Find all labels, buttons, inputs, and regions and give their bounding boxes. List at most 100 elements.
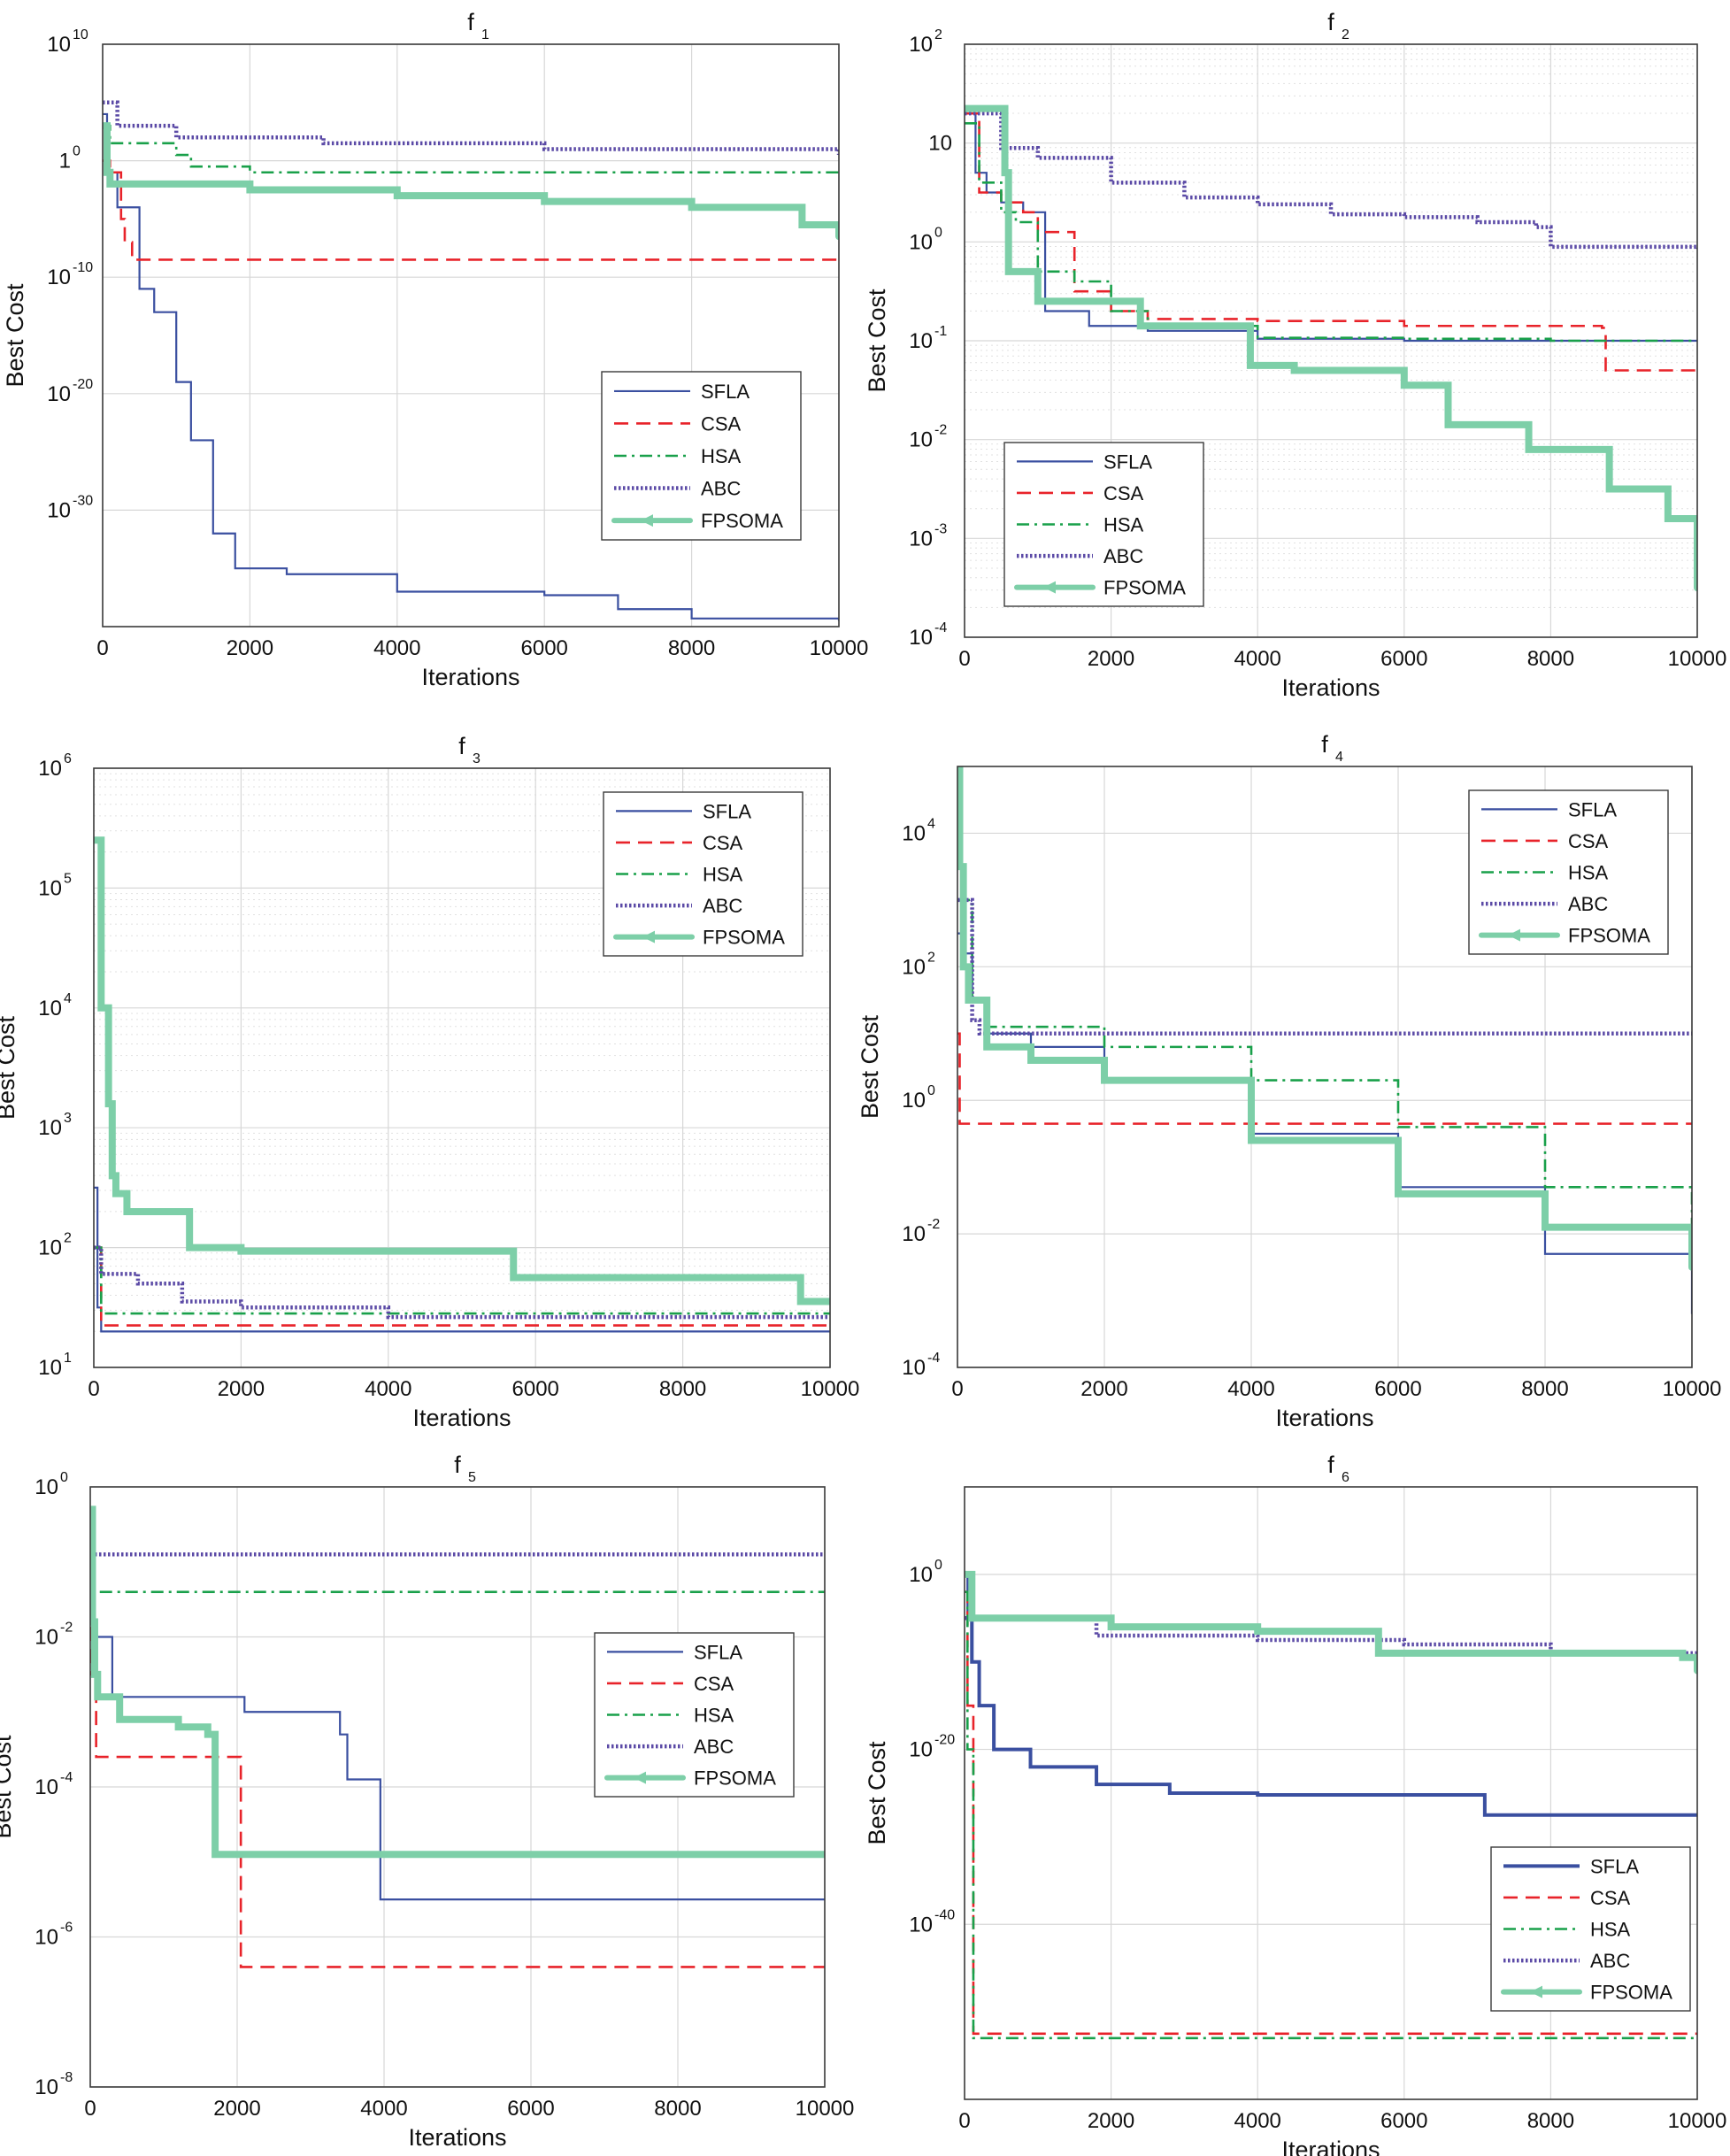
- x-tick-label: 0: [84, 2097, 96, 2121]
- x-tick-label: 0: [96, 636, 108, 660]
- series-fpsoma: [965, 1570, 1697, 1675]
- y-axis-label: Best Cost: [0, 1015, 19, 1120]
- x-tick-label: 6000: [507, 2097, 554, 2121]
- y-tick-label: 10: [909, 33, 933, 57]
- legend-label-sfla: SFLA: [1568, 798, 1617, 820]
- y-tick-exponent: 5: [64, 871, 72, 886]
- legend: SFLA CSA HSA ABC FPSOMA: [1468, 789, 1669, 955]
- y-tick-exponent: -1: [934, 324, 947, 339]
- y-tick-label: 10: [928, 132, 952, 156]
- legend-box: [1003, 442, 1204, 607]
- series-hsa: [94, 1246, 830, 1315]
- x-tick-label: 10000: [1668, 2109, 1727, 2133]
- y-tick-exponent: -30: [73, 493, 93, 508]
- y-tick-label: 10: [47, 33, 71, 57]
- x-axis-label: Iterations: [1281, 674, 1380, 701]
- series-group: [957, 766, 1692, 1314]
- legend-label-hsa: HSA: [694, 1705, 734, 1727]
- x-tick-label: 4000: [373, 636, 420, 660]
- x-tick-label: 4000: [1234, 647, 1281, 671]
- y-tick-exponent: 10: [73, 27, 88, 42]
- plot-frame: [957, 766, 1693, 1368]
- y-tick-label: 10: [38, 876, 62, 900]
- legend-label-sfla: SFLA: [1103, 450, 1152, 473]
- x-axis-label: Iterations: [1275, 1405, 1373, 1431]
- y-tick-exponent: -2: [927, 1217, 940, 1232]
- series-sfla: [103, 112, 839, 621]
- x-axis-label: Iterations: [421, 664, 519, 690]
- y-axis-label: Best Cost: [864, 1741, 890, 1845]
- plot-frame: [89, 1486, 826, 2088]
- x-tick-label: 8000: [1527, 2109, 1574, 2133]
- y-tick-exponent: 0: [73, 144, 81, 159]
- legend-label-fpsoma: FPSOMA: [694, 1767, 776, 1790]
- y-tick-label: 10: [909, 1913, 933, 1937]
- legend-label-abc: ABC: [1568, 893, 1608, 915]
- series-sfla: [90, 1621, 825, 1901]
- legend-label-hsa: HSA: [703, 864, 743, 886]
- x-tick-label: 10000: [796, 2097, 855, 2121]
- legend-label-abc: ABC: [701, 478, 741, 500]
- legend-label-hsa: HSA: [701, 445, 742, 467]
- y-tick-label: 10: [35, 1775, 58, 1799]
- legend-label-sfla: SFLA: [703, 800, 751, 822]
- y-tick-label: 10: [38, 757, 62, 781]
- legend-label-hsa: HSA: [1590, 1919, 1631, 1941]
- series-fpsoma: [103, 122, 839, 241]
- legend-marker-icon: [641, 514, 653, 527]
- series-abc: [965, 111, 1697, 250]
- y-tick-exponent: 2: [934, 27, 942, 42]
- series-group: [94, 836, 830, 1333]
- x-axis-label: Iterations: [408, 2124, 506, 2151]
- y-tick-exponent: -4: [927, 1351, 940, 1366]
- x-tick-label: 6000: [1380, 2109, 1427, 2133]
- x-tick-label: 10000: [1668, 647, 1727, 671]
- y-tick-exponent: 4: [927, 816, 935, 831]
- legend-box: [1490, 1846, 1691, 2012]
- plot-frame: [964, 43, 1698, 638]
- series-sfla: [965, 1572, 1697, 1817]
- y-tick-exponent: -4: [60, 1770, 73, 1785]
- x-axis-label: Iterations: [1281, 2137, 1380, 2156]
- series-group: [90, 1505, 825, 1968]
- legend-marker-icon: [1530, 1985, 1542, 1998]
- x-tick-label: 0: [958, 2109, 970, 2133]
- series-fpsoma: [94, 836, 830, 1305]
- chart-title: f: [458, 733, 465, 759]
- y-tick-label: 10: [902, 821, 926, 845]
- series-hsa: [957, 898, 1692, 1235]
- y-tick-label: 10: [909, 329, 933, 353]
- y-tick-label: 1: [59, 150, 71, 173]
- x-tick-label: 6000: [512, 1377, 559, 1401]
- legend-marker-icon: [1043, 581, 1056, 594]
- y-tick-exponent: 2: [64, 1231, 72, 1246]
- y-tick-exponent: 3: [64, 1111, 72, 1126]
- series-sfla: [965, 112, 1697, 343]
- legend-marker-icon: [634, 1771, 646, 1784]
- y-tick-exponent: 1: [64, 1351, 72, 1366]
- series-hsa: [90, 1523, 825, 1593]
- y-tick-exponent: -8: [60, 2070, 73, 2085]
- legend: SFLA CSA HSA ABC FPSOMA: [603, 791, 803, 957]
- chart-title: f: [1327, 9, 1334, 35]
- y-tick-label: 10: [902, 955, 926, 979]
- plot-frame: [102, 43, 840, 628]
- legend-label-abc: ABC: [1590, 1950, 1630, 1972]
- y-tick-label: 10: [35, 1926, 58, 1950]
- y-tick-label: 10: [35, 1626, 58, 1650]
- x-tick-label: 2000: [218, 1377, 265, 1401]
- legend-label-hsa: HSA: [1568, 862, 1609, 884]
- y-tick-exponent: 0: [927, 1083, 935, 1098]
- x-tick-label: 2000: [1088, 2109, 1134, 2133]
- series-hsa: [965, 122, 1697, 343]
- y-axis-label: Best Cost: [2, 283, 28, 388]
- chart-title: f: [467, 9, 474, 35]
- y-tick-exponent: -20: [73, 377, 93, 392]
- legend-label-abc: ABC: [1103, 545, 1143, 567]
- y-tick-label: 10: [38, 997, 62, 1020]
